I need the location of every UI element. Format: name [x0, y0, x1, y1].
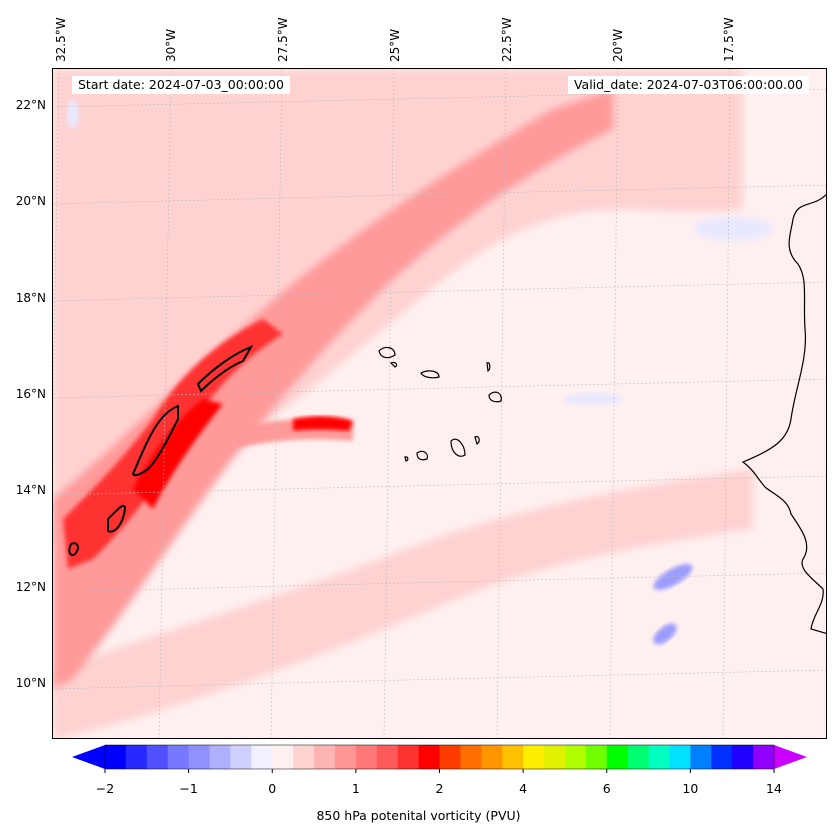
cape-verde-sao-nicolau: [420, 370, 440, 379]
lat-label-18n: 18°N: [15, 291, 46, 305]
colorbar-tick-label: 0: [268, 781, 277, 796]
lon-label-20w: 20°W: [611, 28, 625, 62]
pv-blue-patch-2: [653, 623, 677, 645]
colorbar-tick-label: 4: [519, 781, 528, 796]
map-gridlines: [53, 69, 826, 738]
start-date-label: Start date: 2024-07-03_00:00:00: [72, 76, 290, 94]
colorbar-outline: [104, 744, 775, 770]
pv-eastward-branch: [163, 418, 353, 469]
colorbar-segment: [690, 745, 712, 769]
cape-verde-santiago: [450, 438, 466, 457]
pv-contours: [68, 345, 254, 556]
colorbar-segment: [105, 745, 127, 769]
pv-blue-patch-4: [563, 393, 623, 405]
pv-blue-patch-1: [653, 564, 693, 590]
colorbar-segment: [397, 745, 420, 769]
colorbar-under-arrow: [72, 745, 105, 769]
colorbar-segment: [334, 745, 357, 769]
pv-peak-core-east: [293, 416, 353, 431]
lon-label-32-5w: 32.5°W: [54, 17, 68, 62]
colorbar-segment: [460, 745, 482, 769]
cape-verde-brava: [404, 456, 409, 462]
west-africa-coast: [741, 193, 826, 635]
colorbar-segment: [146, 745, 169, 769]
pv-field-map: [53, 69, 826, 738]
cape-verde-boa-vista: [488, 391, 502, 403]
colorbar-tick-label: 14: [766, 781, 782, 796]
lon-label-30w: 30°W: [164, 28, 178, 62]
colorbar-tick-label: −1: [179, 781, 198, 796]
lon-label-25w: 25°W: [388, 28, 402, 62]
colorbar-tick-label: 10: [682, 781, 699, 796]
colorbar-over-arrow: [774, 745, 807, 769]
colorbar-segment: [418, 745, 440, 769]
lat-label-20n: 20°N: [15, 194, 46, 208]
colorbar-tick-label: 2: [435, 781, 444, 796]
colorbar-segment: [251, 745, 273, 769]
lat-label-14n: 14°N: [15, 483, 46, 497]
cape-verde-sao-vicente: [389, 361, 398, 368]
pv-medium-red-band: [53, 89, 613, 689]
cape-verde-santo-antao: [378, 346, 396, 359]
valid-date-label: Valid_date: 2024-07-03T06:00:00.00: [567, 76, 809, 94]
colorbar-segment: [502, 745, 524, 769]
colorbar-segment: [627, 745, 650, 769]
colorbar-segment: [209, 745, 231, 769]
cape-verde-sal: [486, 362, 491, 373]
colorbar-segment: [564, 745, 587, 769]
colorbar-ticks: [104, 769, 775, 773]
colorbar-segment: [125, 745, 148, 769]
colorbar-segment: [272, 745, 294, 769]
colorbar-tick-label: 1: [351, 781, 360, 796]
colorbar-segment: [585, 745, 608, 769]
colorbar-segment: [188, 745, 211, 769]
pv-blue-patch-5: [693, 217, 773, 241]
colorbar-segment: [230, 745, 252, 769]
lon-label-22-5w: 22.5°W: [500, 17, 514, 62]
colorbar-segment: [167, 745, 190, 769]
colorbar-segment: [648, 745, 670, 769]
lon-label-17-5w: 17.5°W: [722, 17, 736, 62]
colorbar-segment: [355, 745, 378, 769]
colorbar-segment: [753, 745, 775, 769]
colorbar-segment: [481, 745, 503, 769]
lat-label-10n: 10°N: [15, 676, 46, 690]
pv-peak-core: [133, 399, 223, 509]
colorbar-segments: [105, 745, 775, 769]
lat-label-12n: 12°N: [15, 580, 46, 594]
colorbar-segment: [606, 745, 629, 769]
colorbar-segment: [544, 745, 566, 769]
colorbar-segment: [293, 745, 315, 769]
colorbar-segment: [439, 745, 461, 769]
colorbar-title: 850 hPa potenital vorticity (PVU): [316, 808, 521, 823]
colorbar-segment: [711, 745, 733, 769]
colorbar-segment: [732, 745, 754, 769]
colorbar-segment: [669, 745, 691, 769]
colorbar-segment: [314, 745, 336, 769]
lat-label-16n: 16°N: [15, 387, 46, 401]
cape-verde-maio: [474, 436, 480, 446]
lon-label-27-5w: 27.5°W: [276, 17, 290, 62]
colorbar-tick-label: 6: [602, 781, 611, 796]
colorbar-segment: [376, 745, 399, 769]
lat-label-22n: 22°N: [15, 98, 46, 112]
colorbar-segment: [523, 745, 545, 769]
colorbar-tick-label: −2: [95, 781, 115, 796]
coastlines: [378, 193, 826, 635]
pv-southern-band: [53, 469, 753, 738]
cape-verde-fogo: [416, 450, 428, 461]
map-panel: [52, 68, 827, 739]
pv-blue-patch-3: [67, 100, 79, 128]
